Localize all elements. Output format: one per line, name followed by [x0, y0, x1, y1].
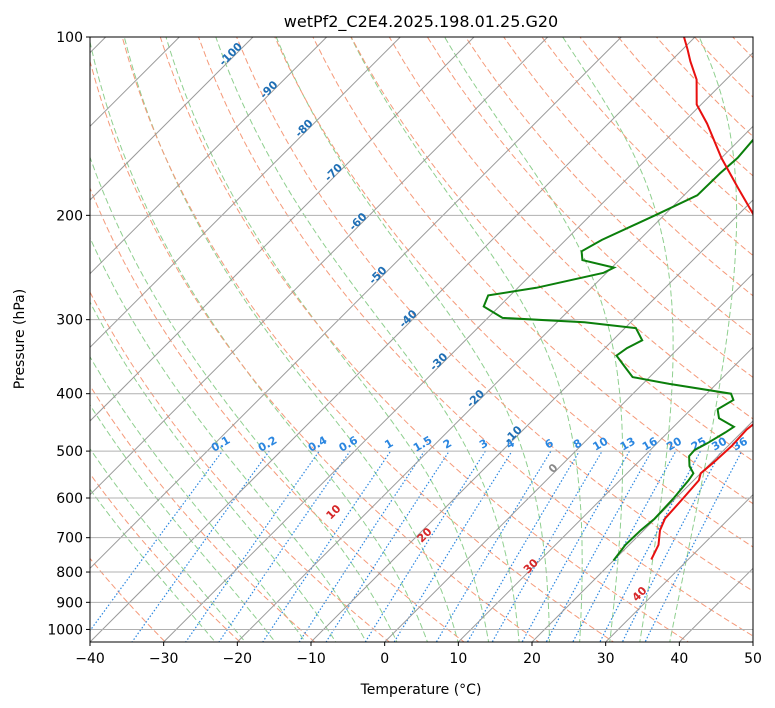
y-tick-label: 900: [56, 595, 83, 611]
y-tick-label: 300: [56, 313, 83, 329]
moist-adiabat-line: [90, 301, 337, 642]
x-axis: −40 −30 −20 −10 0 10 20 30 40 50: [75, 642, 762, 667]
x-tick-label: 0: [380, 651, 389, 667]
chart-title: wetPf2_C2E4.2025.198.01.25.G20: [284, 12, 558, 32]
moist-adiabat-line: [669, 37, 738, 642]
dry-adiabat-line: [426, 37, 753, 378]
isotherm-line: [236, 125, 753, 642]
x-tick-label: 50: [744, 651, 762, 667]
dry-adiabat-line: [121, 37, 615, 642]
y-axis-label: Pressure (hPa): [12, 289, 28, 389]
x-tick-label: 20: [523, 651, 541, 667]
dry-adiabat-line: [388, 37, 753, 420]
moist-adiabats: [90, 37, 738, 642]
x-tick-label: 40: [670, 651, 688, 667]
moist-adiabat-line: [90, 404, 276, 642]
dry-adiabat-line: [90, 557, 167, 642]
isotherm-line: [90, 37, 696, 642]
moist-adiabat-line: [123, 37, 459, 642]
x-tick-label: −10: [296, 651, 326, 667]
isotherm-line: [531, 420, 753, 642]
x-tick-label: 30: [597, 651, 615, 667]
isotherm-line: [163, 51, 753, 642]
isotherm-line: [457, 346, 753, 642]
y-tick-label: 800: [56, 565, 83, 581]
plot-frame: [89, 36, 754, 643]
dry-adiabat-line: [198, 37, 753, 637]
isotherms: [90, 37, 753, 642]
moist-adiabat-line: [165, 37, 490, 642]
y-axis: 100 200 300 400 500 600 700 800 900 1000: [47, 30, 90, 638]
y-tick-label: 700: [56, 531, 83, 547]
moist-adiabat-line: [90, 447, 246, 642]
isotherm-line: [90, 37, 328, 275]
isotherm-line: [90, 37, 549, 496]
pressure-gridlines: [90, 37, 753, 630]
moist-adiabat-line: [444, 37, 624, 642]
dry-adiabat-line: [465, 37, 753, 338]
y-tick-label: 200: [56, 208, 83, 224]
isotherm-line: [384, 272, 753, 642]
temperature-trace: [650, 37, 753, 560]
y-tick-label: 400: [56, 387, 83, 403]
dry-adiabat-line: [503, 37, 753, 297]
x-tick-label: 10: [449, 651, 467, 667]
isotherm-line: [90, 37, 475, 422]
isotherm-line: [90, 37, 401, 349]
moist-adiabat-line: [90, 155, 398, 642]
moist-adiabat-line: [562, 37, 674, 642]
moist-adiabat-line: [90, 236, 367, 642]
dewpoint-trace: [482, 138, 753, 562]
isotherm-line: [90, 37, 254, 201]
moist-adiabat-line: [90, 488, 216, 642]
y-tick-label: 1000: [47, 622, 83, 638]
x-tick-label: −30: [149, 651, 179, 667]
x-axis-label: Temperature (°C): [360, 682, 482, 698]
y-tick-label: 500: [56, 444, 83, 460]
x-tick-label: −20: [223, 651, 253, 667]
y-tick-label: 600: [56, 491, 83, 507]
y-tick-label: 100: [56, 30, 83, 46]
isotherm-line: [605, 493, 753, 642]
isotherm-line: [310, 199, 753, 642]
dry-adiabat-line: [159, 37, 690, 642]
x-tick-label: −40: [75, 651, 105, 667]
dry-adiabat-line: [236, 37, 753, 592]
isotherm-line: [90, 37, 622, 570]
moist-adiabat-line: [350, 37, 583, 642]
moist-adiabat-line: [275, 37, 550, 642]
moist-adiabat-line: [90, 355, 307, 642]
